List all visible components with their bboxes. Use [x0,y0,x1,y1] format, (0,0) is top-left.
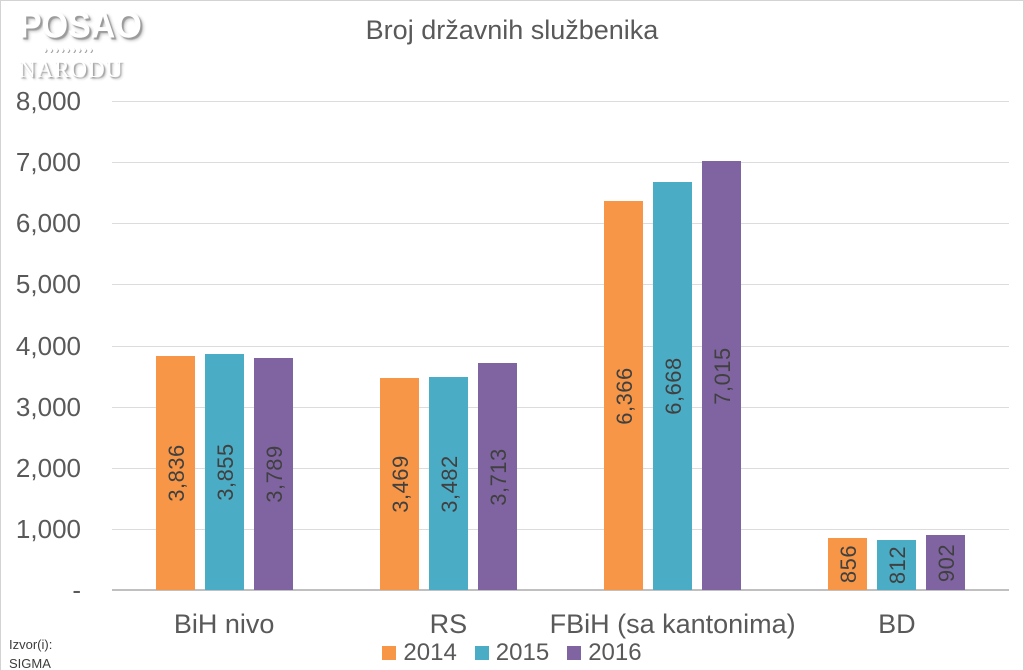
gridline [112,589,1009,591]
gridline [112,284,1009,286]
legend-swatch-icon [567,646,582,660]
y-axis-tick-label: 6,000 [15,208,81,239]
gridline [112,528,1009,530]
legend-label: 2014 [403,639,457,666]
bar-2014-BiH nivo [156,356,195,590]
bar-value-label: 7,015 [709,346,735,405]
gridline [112,467,1009,469]
y-axis-tick-label: 3,000 [15,391,81,422]
y-axis-tick-label: 5,000 [15,269,81,300]
legend-item-2016: 2016 [567,639,642,666]
bar-2015-BiH nivo [205,354,244,590]
legend-swatch-icon [474,646,489,660]
y-axis-tick-label: - [72,575,81,605]
bar-value-label: 856 [835,544,861,584]
x-axis-category-label: FBiH (sa kantonima) [549,609,796,639]
x-axis-category-label: BD [878,609,916,639]
source-label: Izvor(i): [9,637,53,652]
gridline [112,162,1009,164]
source-note: Izvor(i): SIGMA [9,635,52,670]
legend-item-2015: 2015 [474,639,550,666]
gridline [112,223,1009,225]
gridline [112,101,1009,102]
logo-text-narodu: NARODU [19,57,124,82]
bar-2016-FBiH (sa kantonima) [702,161,741,590]
gridline [112,406,1009,408]
logo-chevrons-decoration: ››››››››› [43,44,95,56]
x-axis-category-label: BiH nivo [173,609,275,639]
legend-label: 2015 [495,639,550,666]
y-axis-tick-label: 4,000 [15,330,81,361]
source-value: SIGMA [9,656,51,670]
bar-2015-FBiH (sa kantonima) [653,182,692,590]
bar-2014-RS [380,378,419,590]
bar-2016-RS [478,363,517,590]
gridline [112,345,1009,347]
bar-value-label: 3,469 [387,455,413,513]
legend-item-2014: 2014 [382,639,457,666]
legend-label: 2016 [588,639,642,666]
y-axis-tick-label: 7,000 [15,147,81,178]
chart-legend: 2014 2015 2016 [1,641,1023,665]
bar-value-label: 3,789 [261,445,287,503]
bar-value-label: 812 [884,545,910,585]
chart-title: Broj državnih službenika [365,15,659,45]
bar-value-label: 3,713 [485,447,511,506]
x-axis-category-label: RS [429,609,468,639]
bar-value-label: 6,668 [660,357,686,415]
bar-value-label: 6,366 [611,366,637,425]
bar-2015-BD [877,540,916,590]
bar-2016-BiH nivo [254,358,293,590]
legend-swatch-icon [382,646,397,660]
bar-value-label: 3,836 [163,444,189,502]
bar-2014-FBiH (sa kantonima) [604,201,643,590]
y-axis-tick-label: 8,000 [15,86,81,116]
bar-value-label: 3,482 [436,454,462,513]
y-axis-tick-label: 2,000 [15,452,81,483]
bar-value-label: 3,855 [212,443,238,501]
bar-2015-RS [429,377,468,590]
bar-value-label: 902 [933,543,959,582]
bar-2016-BD [926,535,965,590]
y-axis-tick-label: 1,000 [15,513,81,544]
bar-2014-BD [828,538,867,590]
